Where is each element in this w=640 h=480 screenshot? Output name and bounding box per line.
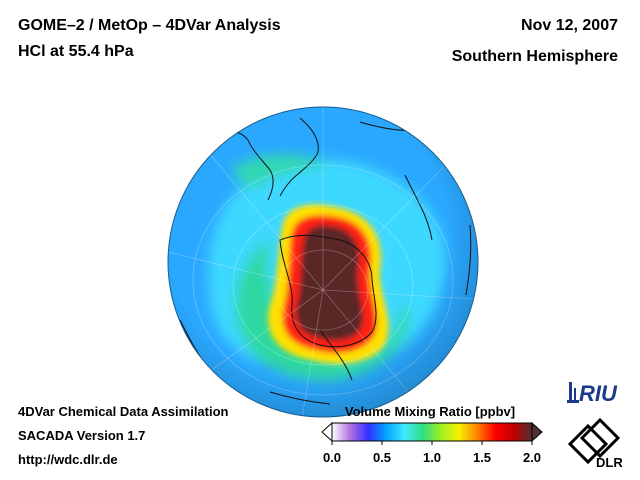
riu-logo-bar: [567, 400, 579, 403]
footer-line-2: SACADA Version 1.7: [18, 428, 146, 443]
colorbar: [321, 421, 543, 445]
dlr-logo-text: DLR: [596, 455, 623, 470]
footer-url: http://wdc.dlr.de: [18, 452, 118, 467]
riu-logo: RIU: [567, 381, 618, 406]
colorbar-tick-label: 0.0: [322, 450, 342, 465]
colorbar-tick-marks: [331, 441, 533, 445]
colorbar-tick-label: 2.0: [522, 450, 542, 465]
title-line-2: HCl at 55.4 hPa: [18, 43, 134, 60]
footer-line-1: 4DVar Chemical Data Assimilation: [18, 404, 229, 419]
colorbar-right-arrow: [531, 421, 543, 443]
colorbar-left-arrow: [321, 421, 333, 443]
riu-logo-bar: [569, 382, 572, 402]
riu-logo-bar: [574, 388, 576, 402]
region-label: Southern Hemisphere: [451, 48, 618, 65]
riu-logo-text: RIU: [579, 381, 618, 406]
dlr-logo-mark: [567, 417, 621, 465]
colorbar-tick-label: 1.0: [422, 450, 442, 465]
colorbar-gradient: [331, 422, 533, 442]
dlr-logo: DLR: [567, 417, 623, 470]
colorbar-tick-label: 0.5: [372, 450, 392, 465]
colorbar-tick-label: 1.5: [472, 450, 492, 465]
title-line-1: GOME–2 / MetOp – 4DVar Analysis: [18, 17, 281, 34]
date-label: Nov 12, 2007: [521, 17, 618, 34]
colorbar-title: Volume Mixing Ratio [ppbv]: [344, 404, 516, 419]
